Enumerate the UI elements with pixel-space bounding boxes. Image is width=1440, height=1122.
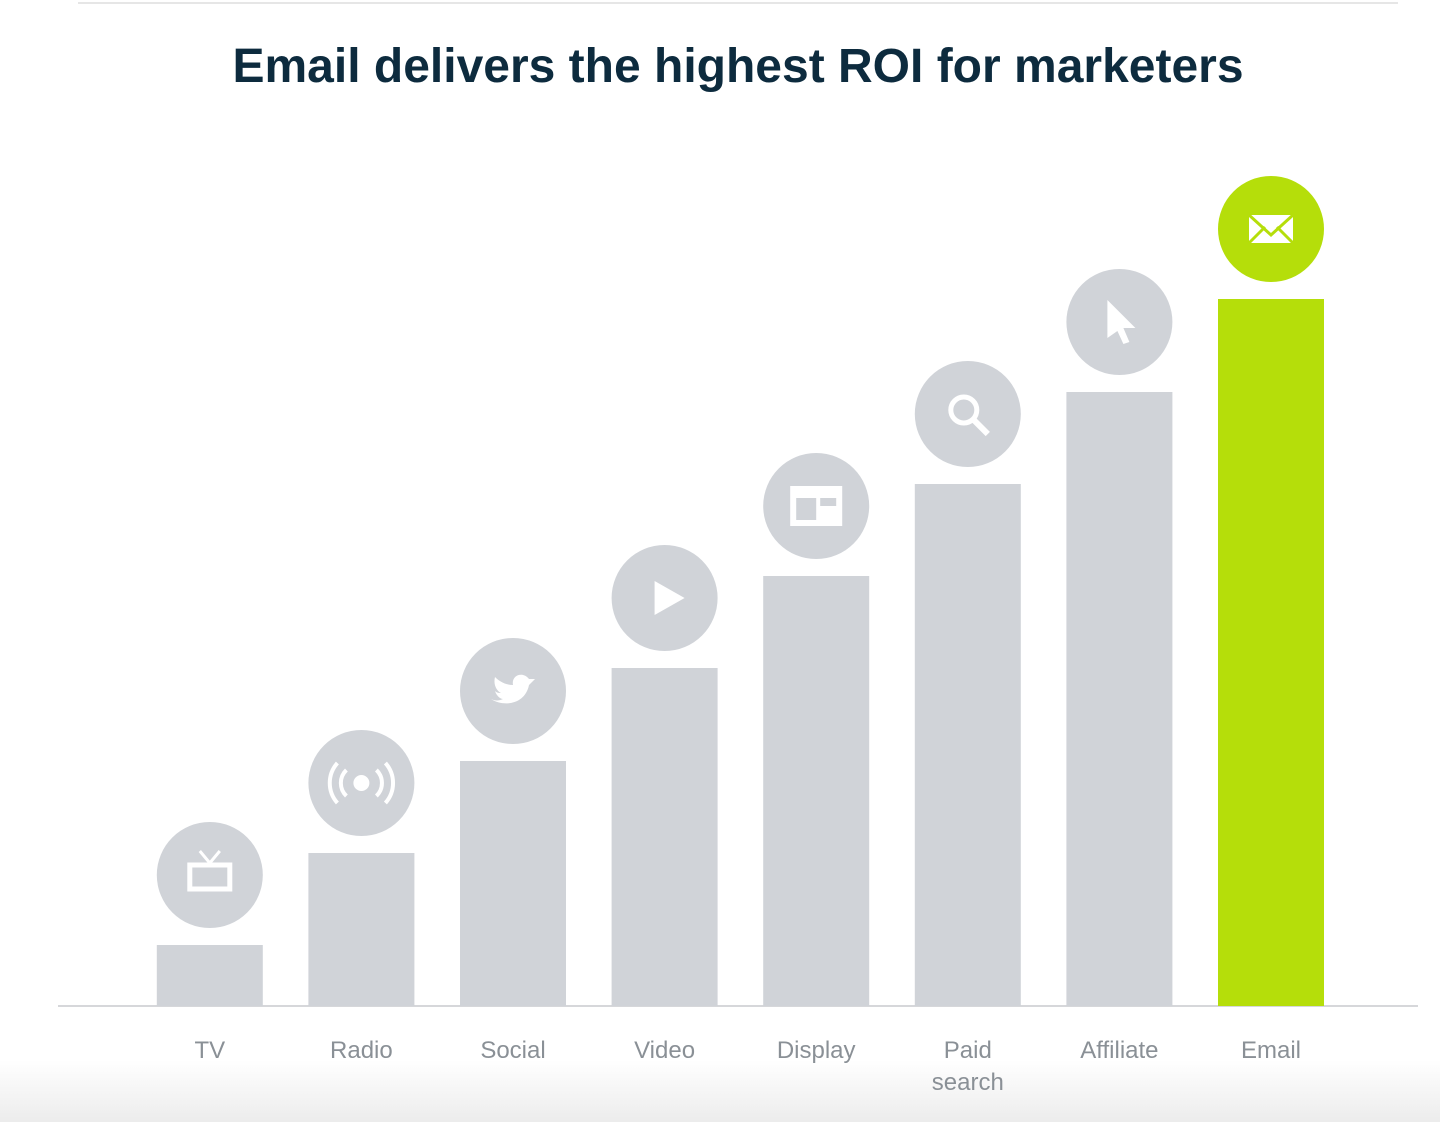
icon [1107, 300, 1136, 344]
bar [1218, 299, 1324, 1006]
x-tick-label: Email [1240, 1037, 1301, 1064]
x-tick-label: Radio [330, 1037, 393, 1064]
icon [198, 850, 221, 866]
x-tick-label: Affiliate [1080, 1037, 1159, 1064]
bar [763, 576, 870, 1006]
icon [796, 498, 817, 520]
bar-icon [914, 361, 1021, 467]
x-tick-label: TV [194, 1037, 226, 1064]
bar-icon [460, 638, 566, 744]
bar [460, 761, 566, 1006]
bar-icon [1066, 269, 1173, 375]
bar-icon [1218, 176, 1324, 282]
bar [611, 668, 718, 1006]
x-tick-label: Video [634, 1037, 696, 1064]
bar-icon [308, 730, 415, 836]
bar [914, 484, 1021, 1006]
chart-title: Email delivers the highest ROI for marke… [232, 40, 1243, 93]
bottom-fade [0, 1060, 1440, 1122]
icon [1247, 213, 1295, 245]
bar [1066, 392, 1173, 1006]
icon-circle [914, 361, 1021, 467]
icon [654, 581, 685, 615]
x-tick-label: Social [480, 1037, 546, 1064]
bar-icon [763, 453, 870, 559]
icon [971, 417, 990, 437]
bar-icon [156, 822, 263, 928]
x-tick-label: Display [776, 1037, 856, 1064]
icon [327, 761, 396, 805]
bar-icon [611, 545, 718, 651]
icon [353, 775, 370, 791]
x-tick-label: Paid search [931, 1037, 1004, 1096]
bar [156, 945, 263, 1006]
bar [308, 853, 415, 1006]
icon [491, 674, 535, 704]
icon-circle [156, 822, 263, 928]
icon [820, 498, 837, 506]
icon [948, 394, 980, 426]
